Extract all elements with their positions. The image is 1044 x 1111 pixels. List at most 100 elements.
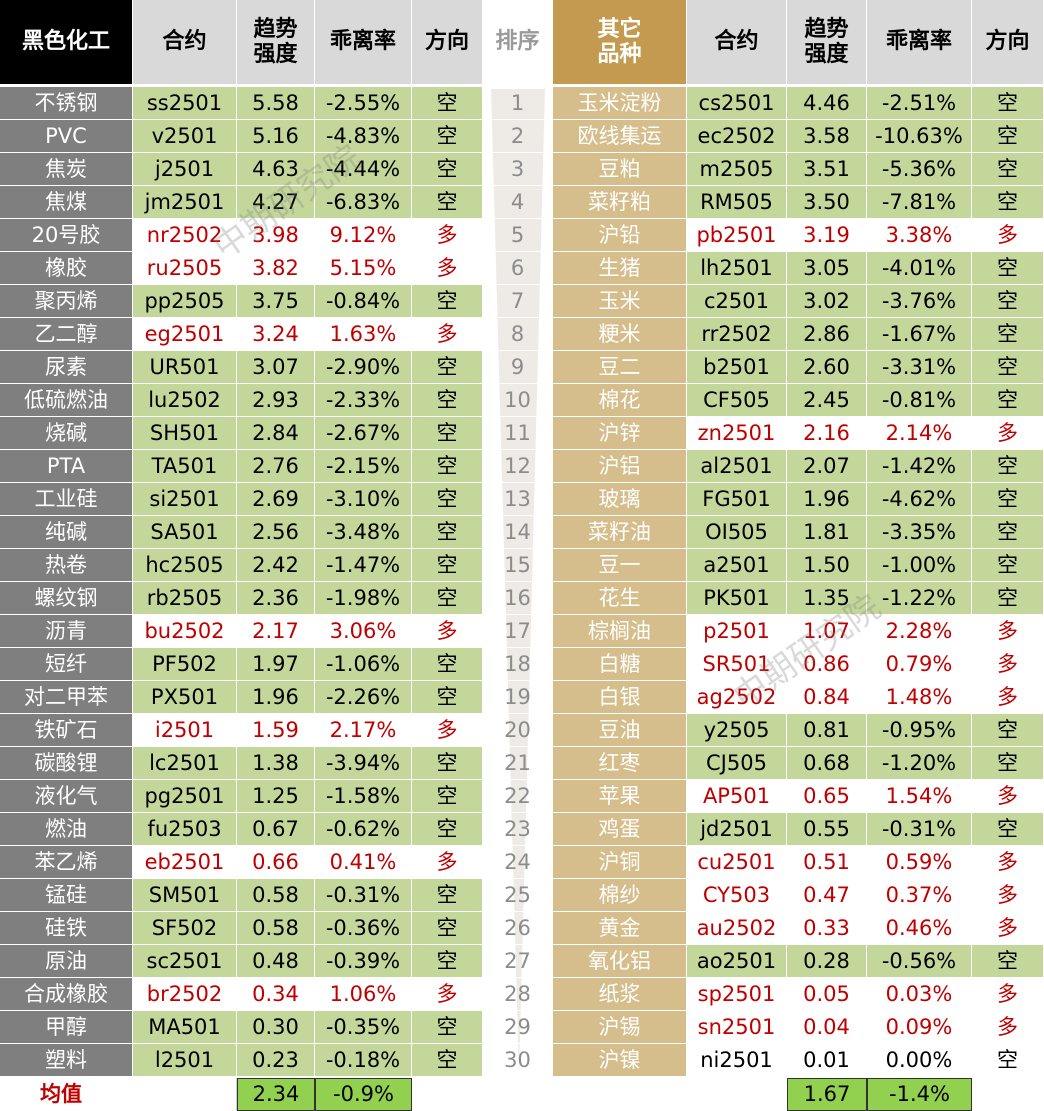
direction-cell: 空 <box>412 681 483 714</box>
deviation-cell: -3.76% <box>867 285 972 318</box>
header-direction: 方向 <box>412 0 483 85</box>
trend-strength-cell: 3.05 <box>787 252 867 285</box>
trend-strength-cell: 0.28 <box>787 945 867 978</box>
trend-strength-cell: 1.96 <box>787 483 867 516</box>
direction-cell: 空 <box>412 582 483 615</box>
variety-cell: 沪镍 <box>553 1044 687 1077</box>
trend-strength-cell: 3.07 <box>237 351 315 384</box>
contract-cell: a2501 <box>687 549 787 582</box>
trend-strength-cell: 2.86 <box>787 318 867 351</box>
contract-cell: hc2505 <box>133 549 237 582</box>
contract-cell: cs2501 <box>687 87 787 120</box>
direction-cell: 多 <box>412 615 483 648</box>
direction-cell: 多 <box>972 912 1044 945</box>
contract-cell: CF505 <box>687 384 787 417</box>
variety-cell: 纯碱 <box>0 516 133 549</box>
deviation-cell: 2.28% <box>867 615 972 648</box>
variety-cell: 棉纱 <box>553 879 687 912</box>
direction-cell: 空 <box>412 285 483 318</box>
rank-cell: 11 <box>483 417 553 450</box>
variety-cell: PVC <box>0 120 133 153</box>
direction-cell: 多 <box>412 219 483 252</box>
variety-cell: 沪铜 <box>553 846 687 879</box>
trend-strength-cell: 2.93 <box>237 384 315 417</box>
trend-strength-cell: 2.45 <box>787 384 867 417</box>
direction-cell: 空 <box>972 186 1044 219</box>
variety-cell: 硅铁 <box>0 912 133 945</box>
contract-cell: sp2501 <box>687 978 787 1011</box>
deviation-cell: 0.59% <box>867 846 972 879</box>
variety-cell: 沪锌 <box>553 417 687 450</box>
deviation-cell: -2.26% <box>315 681 412 714</box>
variety-cell: 碳酸锂 <box>0 747 133 780</box>
direction-cell: 空 <box>412 549 483 582</box>
variety-cell: 螺纹钢 <box>0 582 133 615</box>
trend-strength-cell: 3.98 <box>237 219 315 252</box>
direction-cell: 空 <box>412 1011 483 1044</box>
rank-cell: 28 <box>483 978 553 1011</box>
variety-cell: 苯乙烯 <box>0 846 133 879</box>
deviation-cell: -2.55% <box>315 87 412 120</box>
deviation-cell: -1.98% <box>315 582 412 615</box>
contract-cell: SA501 <box>133 516 237 549</box>
contract-cell: b2501 <box>687 351 787 384</box>
direction-cell: 空 <box>972 582 1044 615</box>
direction-cell: 空 <box>972 516 1044 549</box>
header-deviation: 乖离率 <box>315 0 412 85</box>
trend-strength-cell: 1.96 <box>237 681 315 714</box>
direction-cell: 多 <box>972 978 1044 1011</box>
direction-cell: 空 <box>412 912 483 945</box>
trend-strength-cell: 0.55 <box>787 813 867 846</box>
trend-strength-cell: 1.59 <box>237 714 315 747</box>
trend-strength-cell: 2.56 <box>237 516 315 549</box>
trend-strength-cell: 1.81 <box>787 516 867 549</box>
direction-cell: 空 <box>412 450 483 483</box>
variety-cell: 铁矿石 <box>0 714 133 747</box>
direction-cell: 空 <box>412 120 483 153</box>
deviation-cell: -1.67% <box>867 318 972 351</box>
deviation-cell: -1.20% <box>867 747 972 780</box>
rank-cell: 1 <box>483 87 553 120</box>
header-trend-strength: 趋势 强度 <box>787 0 867 85</box>
variety-cell: 沥青 <box>0 615 133 648</box>
rank-cell: 20 <box>483 714 553 747</box>
trend-strength-cell: 0.67 <box>237 813 315 846</box>
contract-cell: SR501 <box>687 648 787 681</box>
deviation-cell: -4.62% <box>867 483 972 516</box>
direction-cell: 多 <box>972 417 1044 450</box>
rank-cell: 22 <box>483 780 553 813</box>
contract-cell: al2501 <box>687 450 787 483</box>
contract-cell: j2501 <box>133 153 237 186</box>
deviation-cell: -0.18% <box>315 1044 412 1077</box>
deviation-cell: 1.63% <box>315 318 412 351</box>
trend-strength-cell: 0.34 <box>237 978 315 1011</box>
rank-funnel <box>491 89 545 1075</box>
average-deviation: -1.4% <box>867 1078 972 1111</box>
trend-strength-cell: 1.97 <box>237 648 315 681</box>
deviation-cell: -2.90% <box>315 351 412 384</box>
trend-strength-cell: 0.30 <box>237 1011 315 1044</box>
variety-cell: 玻璃 <box>553 483 687 516</box>
contract-cell: ec2502 <box>687 120 787 153</box>
contract-cell: lc2501 <box>133 747 237 780</box>
variety-cell: 不锈钢 <box>0 87 133 120</box>
contract-cell: SH501 <box>133 417 237 450</box>
rank-cell: 6 <box>483 252 553 285</box>
contract-cell: SF502 <box>133 912 237 945</box>
deviation-cell: -2.67% <box>315 417 412 450</box>
variety-cell: 黄金 <box>553 912 687 945</box>
direction-cell: 多 <box>972 615 1044 648</box>
deviation-cell: -0.36% <box>315 912 412 945</box>
variety-cell: 原油 <box>0 945 133 978</box>
direction-cell: 空 <box>412 417 483 450</box>
contract-cell: FG501 <box>687 483 787 516</box>
deviation-cell: -10.63% <box>867 120 972 153</box>
deviation-cell: -3.35% <box>867 516 972 549</box>
variety-cell: 橡胶 <box>0 252 133 285</box>
contract-cell: ag2502 <box>687 681 787 714</box>
rank-cell: 15 <box>483 549 553 582</box>
contract-cell: PX501 <box>133 681 237 714</box>
contract-cell: p2501 <box>687 615 787 648</box>
direction-cell: 空 <box>412 648 483 681</box>
deviation-cell: 0.03% <box>867 978 972 1011</box>
